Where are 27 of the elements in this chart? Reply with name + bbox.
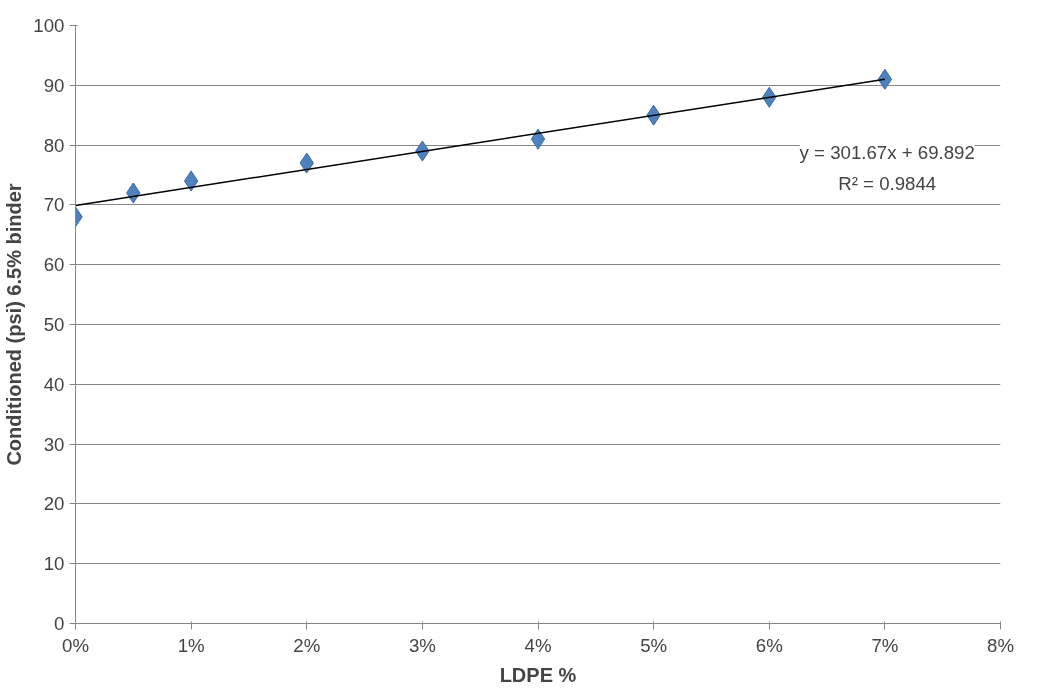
x-tick-label: 6% — [755, 634, 783, 656]
x-tick-label: 8% — [987, 634, 1014, 656]
y-tick-label: 50 — [43, 314, 65, 335]
x-tick-label: 2% — [293, 634, 321, 656]
x-axis-title: LDPE % — [499, 663, 577, 686]
x-tick-label: 4% — [524, 634, 552, 656]
y-tick-label: 70 — [43, 194, 65, 216]
x-tick-label: 3% — [408, 634, 436, 656]
point — [183, 170, 199, 192]
y-tick-label: 80 — [43, 134, 65, 156]
annotation: R² = 0.9844 — [838, 173, 937, 195]
y-tick-label: 40 — [43, 373, 65, 395]
annotation: y = 301.67x + 69.892 — [799, 142, 975, 164]
y-tick-label: 0 — [54, 613, 65, 634]
x-tick-label: 1% — [177, 634, 205, 656]
x-tick-label: 5% — [640, 634, 668, 656]
y-axis-title: Conditioned (psi) 6.5% binder — [3, 183, 26, 466]
y-tick-label: 100 — [33, 15, 65, 36]
point — [877, 68, 893, 90]
point — [530, 128, 546, 150]
y-tick-label: 20 — [43, 493, 65, 515]
y-tick-label: 30 — [43, 433, 65, 455]
x-tick-label: 0% — [62, 634, 89, 656]
y-tick-label: 60 — [43, 254, 65, 276]
y-tick-label: 10 — [43, 553, 65, 575]
y-tick-label: 90 — [43, 74, 65, 96]
x-tick-label: 7% — [871, 634, 899, 656]
